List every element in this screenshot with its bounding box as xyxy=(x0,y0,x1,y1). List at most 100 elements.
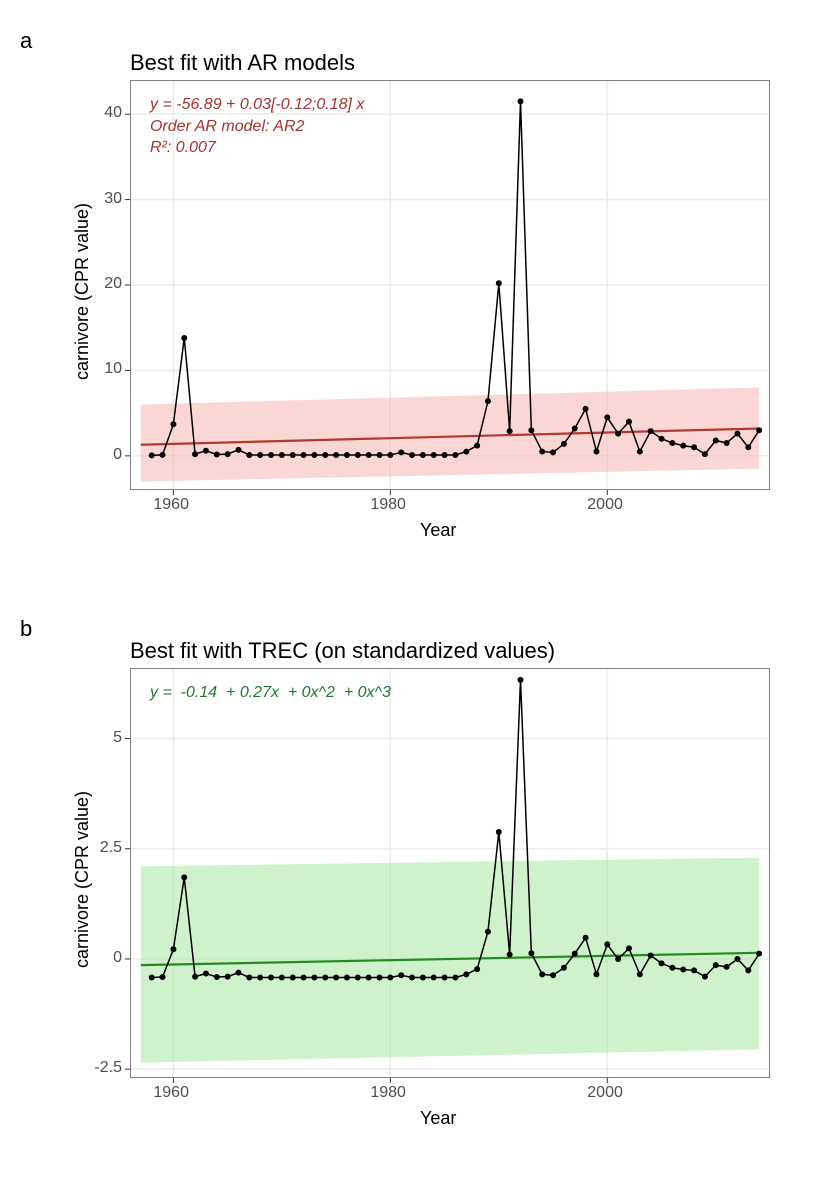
data-point xyxy=(507,428,513,434)
confidence-ribbon xyxy=(141,858,759,1063)
x-tick-label: 2000 xyxy=(587,1084,623,1102)
data-point xyxy=(355,452,361,458)
data-point xyxy=(431,452,437,458)
data-point xyxy=(669,440,675,446)
data-point xyxy=(225,974,231,980)
data-point xyxy=(366,974,372,980)
data-point xyxy=(160,974,166,980)
data-point xyxy=(561,441,567,447)
data-point xyxy=(756,951,762,957)
panel-b-label: b xyxy=(20,616,32,642)
data-point xyxy=(246,452,252,458)
data-point xyxy=(398,972,404,978)
data-point xyxy=(485,398,491,404)
data-point xyxy=(409,452,415,458)
data-point xyxy=(398,449,404,455)
data-point xyxy=(333,974,339,980)
data-point xyxy=(149,974,155,980)
data-point xyxy=(691,967,697,973)
data-point xyxy=(170,421,176,427)
data-point xyxy=(311,452,317,458)
data-point xyxy=(181,335,187,341)
panel-a-plot: 196019802000010203040y = -56.89 + 0.03[-… xyxy=(130,80,770,490)
data-point xyxy=(214,452,220,458)
data-point xyxy=(257,974,263,980)
data-point xyxy=(344,452,350,458)
data-point xyxy=(279,452,285,458)
data-point xyxy=(452,452,458,458)
data-point xyxy=(181,874,187,880)
data-point xyxy=(550,449,556,455)
data-point xyxy=(734,956,740,962)
data-point xyxy=(376,452,382,458)
y-tick-label: 40 xyxy=(82,104,122,122)
data-point xyxy=(615,431,621,437)
data-point xyxy=(528,950,534,956)
data-point xyxy=(507,952,513,958)
data-point xyxy=(734,431,740,437)
data-point xyxy=(311,974,317,980)
chart-annotation: y = -56.89 + 0.03[-0.12;0.18] x Order AR… xyxy=(150,94,364,159)
data-point xyxy=(583,406,589,412)
data-point xyxy=(279,974,285,980)
data-point xyxy=(322,452,328,458)
panel-a-ylabel: carnivore (CPR value) xyxy=(72,203,93,380)
data-point xyxy=(604,414,610,420)
data-point xyxy=(366,452,372,458)
data-point xyxy=(637,971,643,977)
data-point xyxy=(463,971,469,977)
data-point xyxy=(518,98,524,104)
data-point xyxy=(518,677,524,683)
data-point xyxy=(539,449,545,455)
data-point xyxy=(593,971,599,977)
data-point xyxy=(474,966,480,972)
data-point xyxy=(745,967,751,973)
data-point xyxy=(539,971,545,977)
data-point xyxy=(659,436,665,442)
data-point xyxy=(583,935,589,941)
data-point xyxy=(702,974,708,980)
data-point xyxy=(637,449,643,455)
data-point xyxy=(268,974,274,980)
data-point xyxy=(257,452,263,458)
data-point xyxy=(648,952,654,958)
data-point xyxy=(648,428,654,434)
data-point xyxy=(572,951,578,957)
data-point xyxy=(496,280,502,286)
chart-svg xyxy=(130,668,770,1084)
data-point xyxy=(745,444,751,450)
data-point xyxy=(669,965,675,971)
data-point xyxy=(604,941,610,947)
data-point xyxy=(420,974,426,980)
data-point xyxy=(713,962,719,968)
chart-annotation: y = -0.14 + 0.27x + 0x^2 + 0x^3 xyxy=(150,682,391,704)
data-point xyxy=(442,974,448,980)
data-point xyxy=(192,451,198,457)
data-point xyxy=(149,452,155,458)
data-point xyxy=(702,451,708,457)
data-point xyxy=(225,451,231,457)
data-point xyxy=(409,974,415,980)
data-point xyxy=(376,974,382,980)
data-point xyxy=(550,972,556,978)
data-point xyxy=(235,447,241,453)
data-point xyxy=(420,452,426,458)
data-point xyxy=(496,829,502,835)
y-tick-label: 0 xyxy=(82,446,122,464)
panel-b-title: Best fit with TREC (on standardized valu… xyxy=(130,638,555,664)
y-tick-label: 5 xyxy=(82,729,122,747)
x-tick-label: 1960 xyxy=(153,1084,189,1102)
data-point xyxy=(170,946,176,952)
data-point xyxy=(485,929,491,935)
data-point xyxy=(290,452,296,458)
data-point xyxy=(463,449,469,455)
data-point xyxy=(355,974,361,980)
data-point xyxy=(615,956,621,962)
data-point xyxy=(452,974,458,980)
data-point xyxy=(268,452,274,458)
data-point xyxy=(659,960,665,966)
data-point xyxy=(442,452,448,458)
data-point xyxy=(246,974,252,980)
data-point xyxy=(214,974,220,980)
data-point xyxy=(387,974,393,980)
